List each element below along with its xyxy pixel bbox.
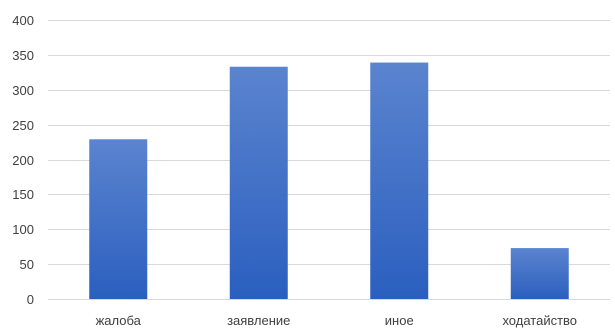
x-category-label: ходатайство xyxy=(502,313,577,328)
x-category-label: заявление xyxy=(227,313,290,328)
y-tick-label: 0 xyxy=(27,292,34,307)
y-tick-label: 150 xyxy=(12,187,34,202)
bars xyxy=(89,62,569,299)
y-tick-label: 250 xyxy=(12,118,34,133)
y-tick-label: 350 xyxy=(12,48,34,63)
x-category-label: иное xyxy=(385,313,414,328)
bar-4 xyxy=(510,248,569,299)
y-axis-tick-labels: 0 50 100 150 200 250 300 350 400 xyxy=(12,13,34,307)
bar-2 xyxy=(229,66,288,299)
x-category-label: жалоба xyxy=(96,313,142,328)
x-axis-category-labels: жалоба заявление иное ходатайство xyxy=(96,313,577,328)
y-tick-label: 200 xyxy=(12,153,34,168)
y-tick-label: 100 xyxy=(12,222,34,237)
bar-1 xyxy=(89,139,148,299)
y-tick-label: 300 xyxy=(12,83,34,98)
y-tick-label: 400 xyxy=(12,13,34,28)
y-tick-label: 50 xyxy=(20,257,34,272)
bar-3 xyxy=(370,62,429,299)
